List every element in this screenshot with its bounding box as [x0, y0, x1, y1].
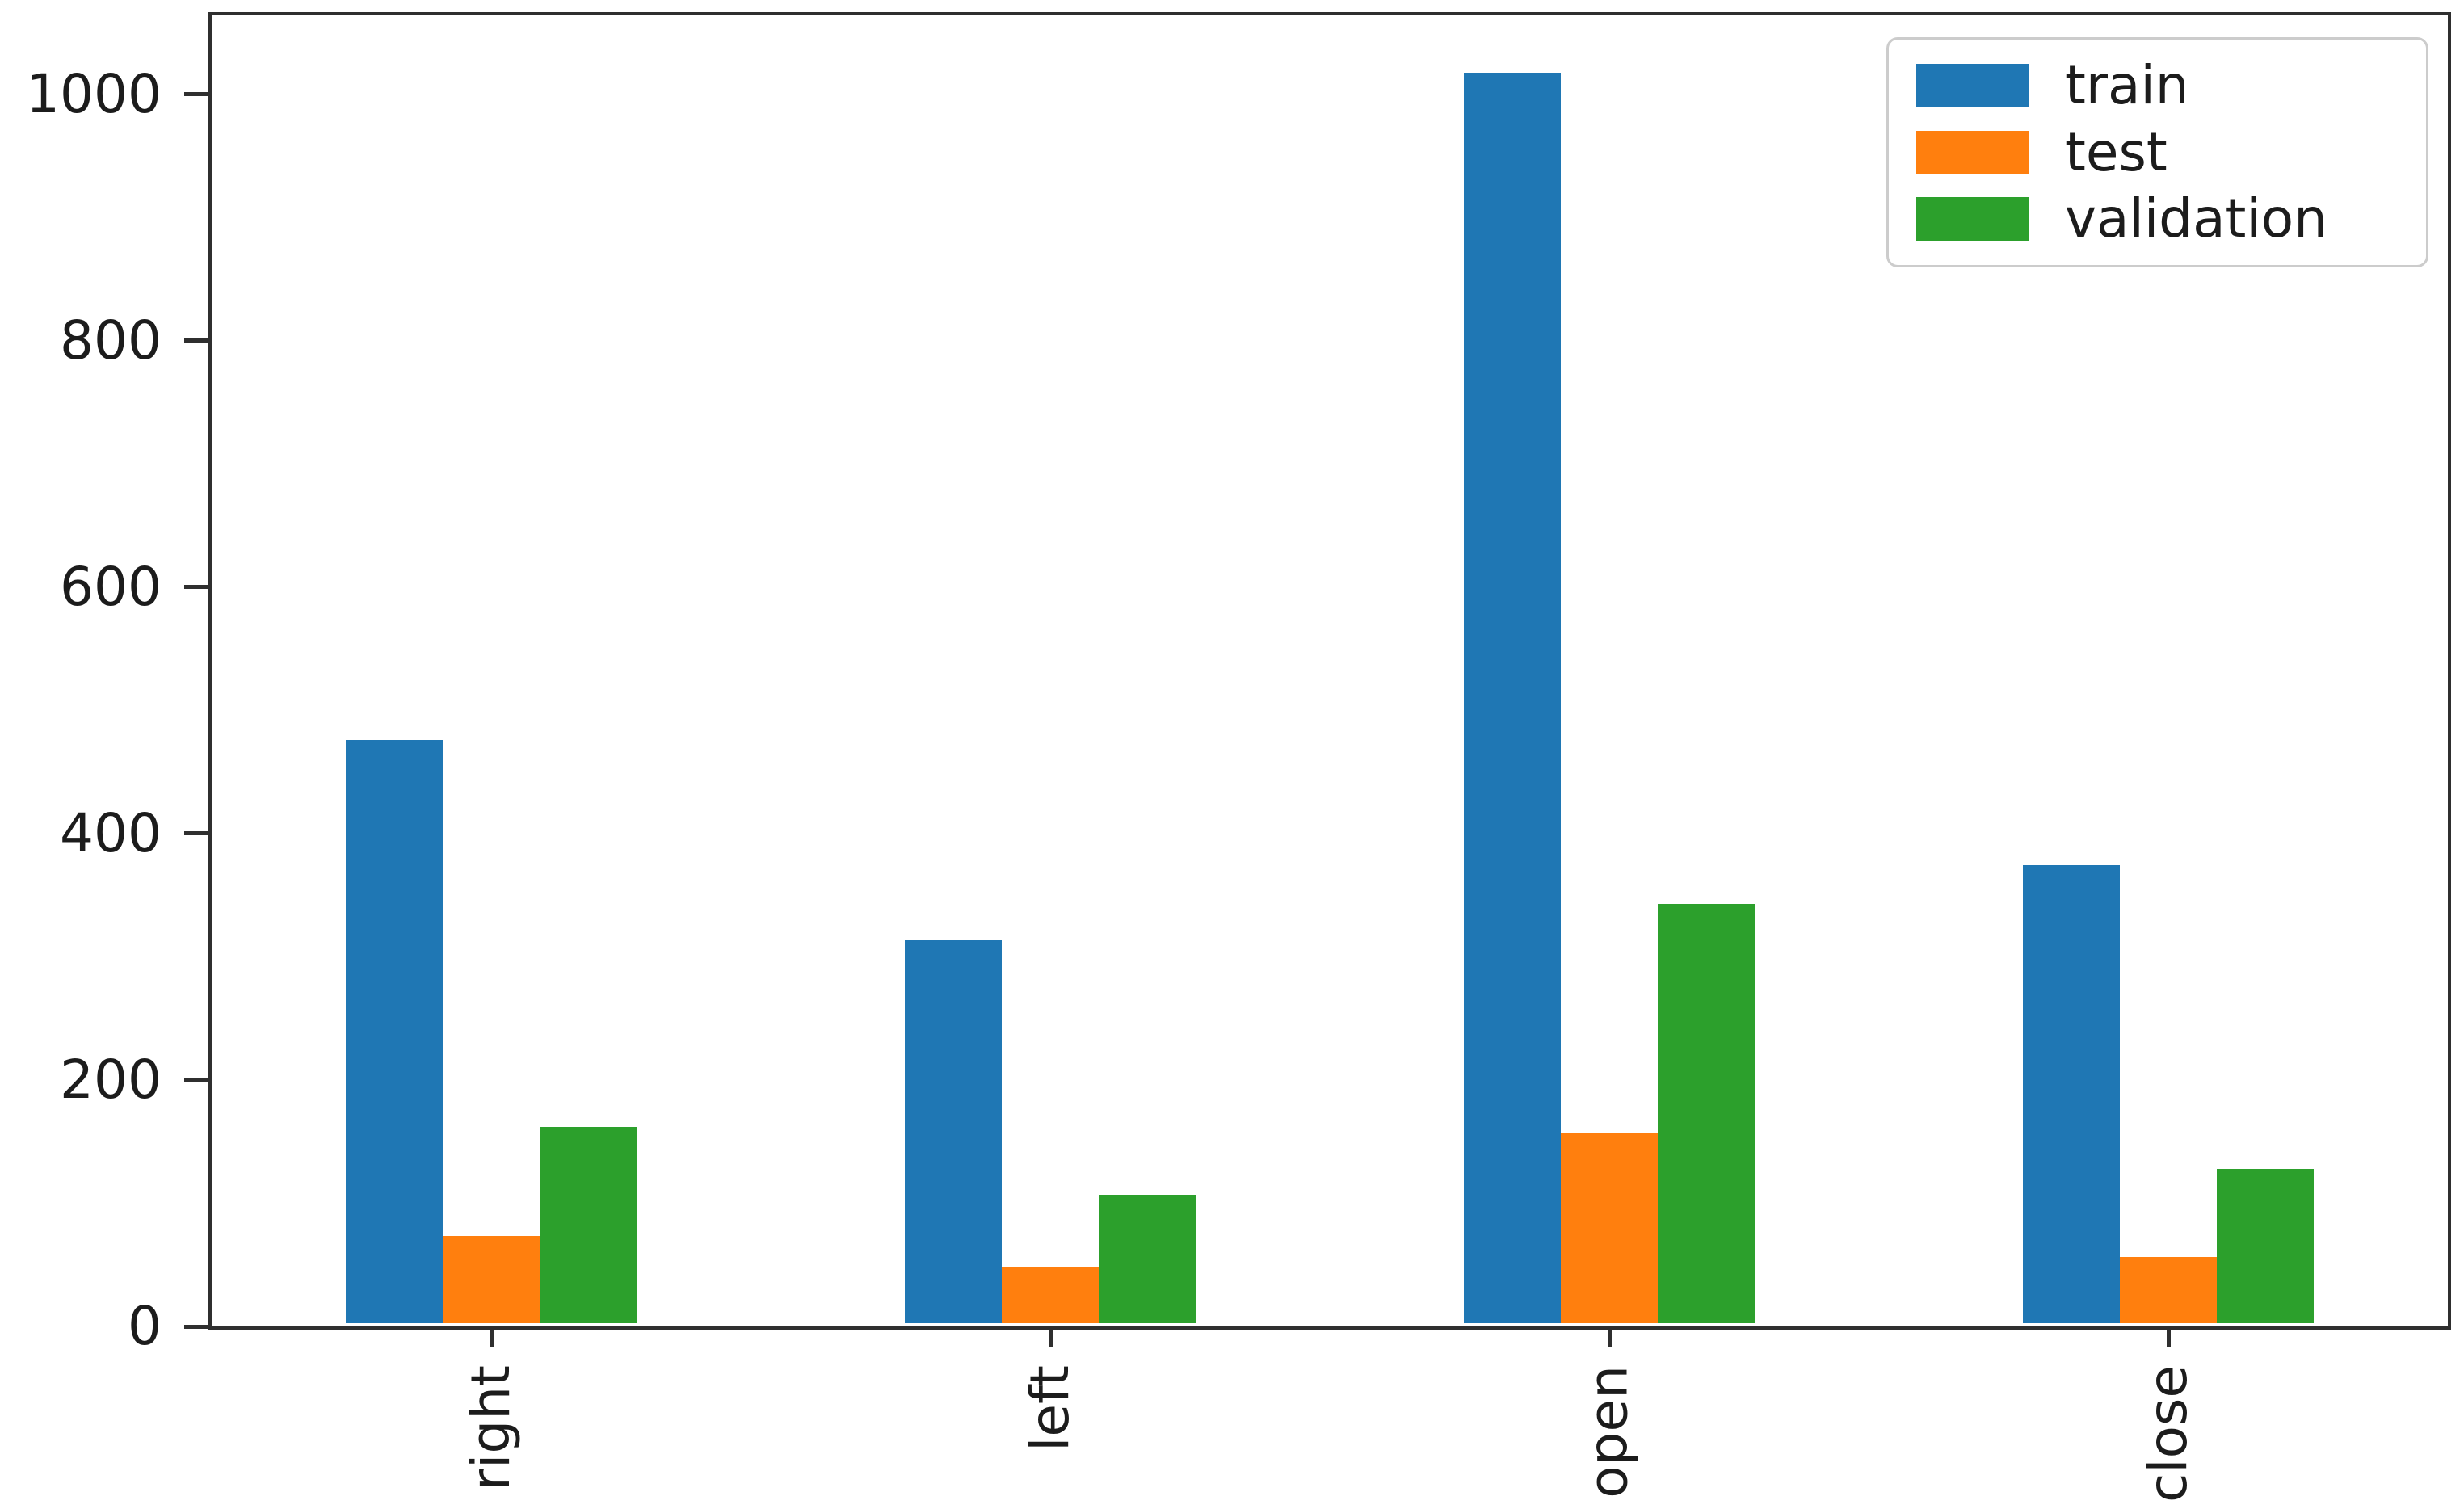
bar-close-train	[2023, 864, 2120, 1323]
y-tick-mark-400	[184, 831, 208, 836]
legend-label-test: test	[2065, 120, 2168, 183]
y-tick-mark-200	[184, 1078, 208, 1082]
x-tick-mark-close	[2166, 1326, 2171, 1347]
legend: train test validation	[1886, 37, 2428, 267]
y-tick-label-600: 600	[60, 555, 162, 618]
bar-right-train	[346, 740, 443, 1323]
legend-item-train: train	[1916, 59, 2418, 112]
bar-left-train	[905, 939, 1002, 1323]
bar-open-validation	[1658, 904, 1755, 1323]
legend-label-train: train	[2065, 54, 2189, 117]
y-tick-label-400: 400	[60, 801, 162, 864]
x-tick-label-close: close	[2137, 1365, 2199, 1503]
x-tick-label-right: right	[460, 1365, 522, 1491]
legend-swatch-test	[1916, 130, 2029, 174]
legend-item-test: test	[1916, 120, 2418, 183]
y-tick-mark-600	[184, 585, 208, 590]
bar-open-train	[1464, 72, 1561, 1323]
legend-label-validation: validation	[2065, 187, 2327, 250]
y-tick-label-0: 0	[128, 1295, 162, 1357]
x-tick-mark-left	[1048, 1326, 1053, 1347]
bar-close-validation	[2217, 1169, 2314, 1323]
legend-item-validation: validation	[1916, 187, 2418, 250]
y-tick-mark-1000	[184, 92, 208, 97]
x-tick-label-left: left	[1019, 1365, 1081, 1452]
bar-right-test	[443, 1235, 540, 1323]
y-tick-mark-800	[184, 338, 208, 343]
y-tick-label-1000: 1000	[26, 62, 162, 125]
x-tick-mark-open	[1607, 1326, 1612, 1347]
bar-open-test	[1561, 1133, 1658, 1323]
y-tick-label-200: 200	[60, 1048, 162, 1111]
bar-left-test	[1002, 1267, 1099, 1323]
y-tick-mark-0	[184, 1324, 208, 1329]
bar-right-validation	[540, 1127, 637, 1323]
x-tick-label-open: open	[1578, 1365, 1640, 1498]
legend-swatch-validation	[1916, 196, 2029, 241]
bar-close-test	[2120, 1256, 2217, 1323]
legend-swatch-train	[1916, 64, 2029, 108]
x-tick-mark-right	[489, 1326, 494, 1347]
y-tick-label-800: 800	[60, 309, 162, 372]
bar-left-validation	[1099, 1195, 1196, 1323]
